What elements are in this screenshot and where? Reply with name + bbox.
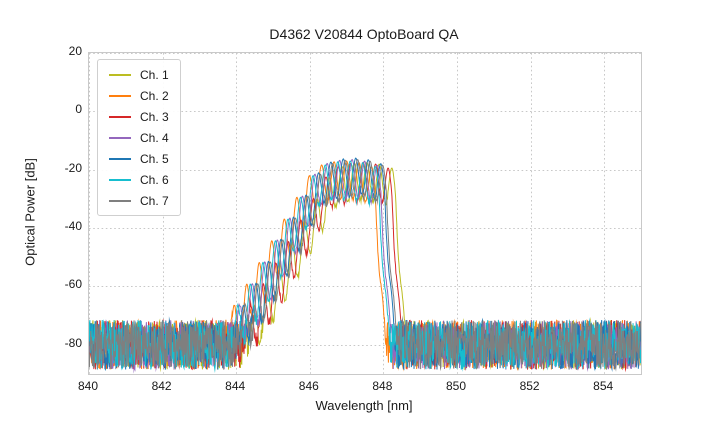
plot-canvas (89, 53, 641, 374)
x-tick-label: 854 (593, 379, 614, 393)
y-tick-label: -60 (64, 277, 82, 292)
legend-label: Ch. 1 (140, 67, 169, 82)
x-tick-label: 852 (519, 379, 540, 393)
x-tick-label: 840 (77, 379, 99, 393)
y-tick-label: -40 (64, 219, 82, 234)
legend-line-swatch (109, 115, 131, 118)
legend-label: Ch. 3 (140, 109, 169, 124)
y-tick-label: -20 (64, 160, 82, 175)
y-tick-label: -80 (64, 335, 82, 350)
legend-item: Ch. 1 (109, 67, 169, 82)
legend-item: Ch. 3 (109, 109, 169, 124)
x-tick-label: 846 (298, 379, 319, 393)
legend-line-swatch (109, 178, 131, 181)
legend-item: Ch. 2 (109, 88, 169, 103)
legend-label: Ch. 5 (140, 151, 169, 166)
legend-line-swatch (109, 199, 131, 202)
legend-label: Ch. 2 (140, 88, 169, 103)
x-tick-label: 848 (372, 379, 393, 393)
y-axis-label: Optical Power [dB] (22, 158, 38, 266)
x-axis-label: Wavelength [nm] (315, 398, 413, 413)
legend-label: Ch. 6 (140, 172, 169, 187)
legend-item: Ch. 6 (109, 172, 169, 187)
plot-area: Ch. 1 Ch. 2 Ch. 3 Ch. 4 Ch. 5 Ch. 6 (88, 52, 642, 375)
legend-line-swatch (109, 136, 131, 139)
legend: Ch. 1 Ch. 2 Ch. 3 Ch. 4 Ch. 5 Ch. 6 (97, 59, 181, 216)
legend-item: Ch. 5 (109, 151, 169, 166)
legend-item: Ch. 4 (109, 130, 169, 145)
legend-line-swatch (109, 157, 131, 160)
legend-item: Ch. 7 (109, 193, 169, 208)
legend-label: Ch. 4 (140, 130, 169, 145)
y-tick-label: 0 (75, 102, 82, 117)
legend-line-swatch (109, 94, 131, 97)
x-tick-label: 844 (225, 379, 246, 393)
x-tick-label: 842 (151, 379, 172, 393)
legend-label: Ch. 7 (140, 193, 169, 208)
x-tick-label: 850 (445, 379, 467, 393)
chart-title: D4362 V20844 OptoBoard QA (269, 26, 459, 42)
y-tick-label: 20 (68, 44, 82, 58)
legend-line-swatch (109, 73, 131, 76)
